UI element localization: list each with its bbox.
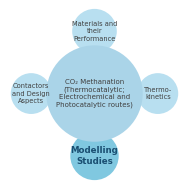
Text: CO₂ Methanation
(Thermocatalytic;
Electrochemical and
Photocatalytic routes): CO₂ Methanation (Thermocatalytic; Electr… (56, 79, 133, 108)
Circle shape (46, 45, 143, 142)
Text: Contactors
and Design
Aspects: Contactors and Design Aspects (12, 83, 50, 104)
Text: Materials and
their
Performance: Materials and their Performance (72, 21, 117, 42)
Circle shape (11, 73, 52, 114)
Text: Thermo-
kinetics: Thermo- kinetics (144, 87, 172, 100)
Circle shape (137, 73, 178, 114)
Circle shape (70, 132, 119, 180)
Circle shape (72, 9, 117, 53)
Text: Modelling
Studies: Modelling Studies (71, 146, 118, 166)
